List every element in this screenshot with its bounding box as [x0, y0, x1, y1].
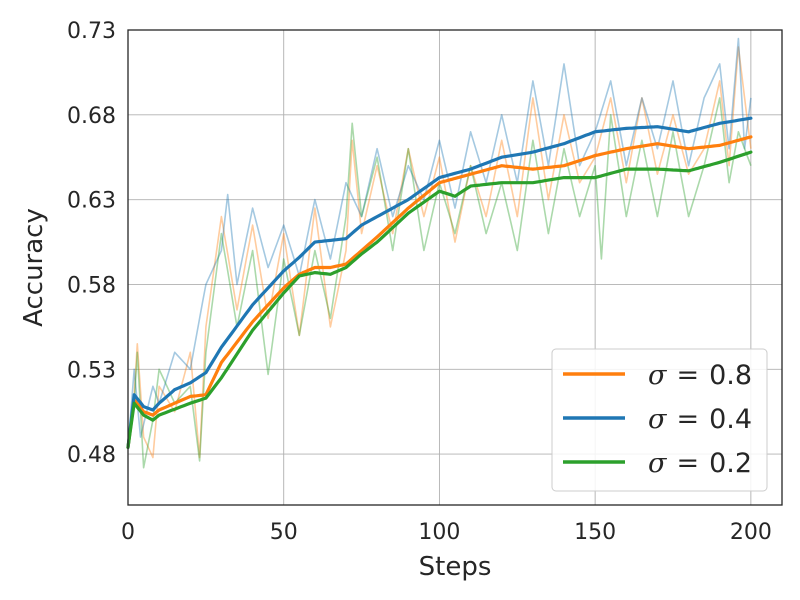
y-axis-title: Accuracy — [19, 208, 49, 327]
legend-box — [551, 348, 768, 492]
legend-sigma: σ — [648, 404, 668, 435]
x-tick-label: 150 — [574, 520, 616, 545]
legend-label: σ = 0.2 — [648, 448, 752, 479]
y-tick-label: 0.63 — [67, 189, 116, 214]
legend-equals: = — [676, 448, 699, 479]
y-tick-label: 0.73 — [67, 19, 116, 44]
raw-series-line-1 — [127, 37, 752, 448]
y-tick-label: 0.58 — [67, 273, 116, 298]
smoothed-series-line-1 — [126, 116, 753, 449]
y-tick-label: 0.48 — [67, 443, 116, 468]
raw-series-line-0 — [127, 46, 752, 459]
legend-sigma: σ — [648, 360, 668, 391]
axis-ticks: 0 50 100 150 200 0.48 0.53 0.58 0.63 0.68 0.73 — [67, 19, 772, 545]
y-tick-label: 0.53 — [67, 358, 116, 383]
legend-value: 0.2 — [709, 448, 752, 479]
x-tick-label: 100 — [418, 520, 460, 545]
smoothed-series-line-2 — [126, 150, 753, 449]
x-tick-label: 0 — [121, 520, 135, 545]
legend-equals: = — [676, 360, 699, 391]
legend: σ = 0.8 σ = 0.4 σ = 0.2 — [551, 348, 768, 492]
legend-label: σ = 0.4 — [648, 404, 752, 435]
legend-label: σ = 0.8 — [648, 360, 752, 391]
x-tick-label: 200 — [730, 520, 772, 545]
plot-series — [126, 37, 753, 469]
y-tick-label: 0.68 — [67, 104, 116, 129]
legend-sigma: σ — [648, 448, 668, 479]
x-tick-label: 50 — [270, 520, 298, 545]
legend-value: 0.8 — [709, 360, 752, 391]
smoothed-series-line-0 — [126, 135, 753, 449]
legend-value: 0.4 — [709, 404, 752, 435]
legend-equals: = — [676, 404, 699, 435]
plot-frame — [127, 29, 783, 506]
x-axis-title: Steps — [419, 552, 492, 582]
